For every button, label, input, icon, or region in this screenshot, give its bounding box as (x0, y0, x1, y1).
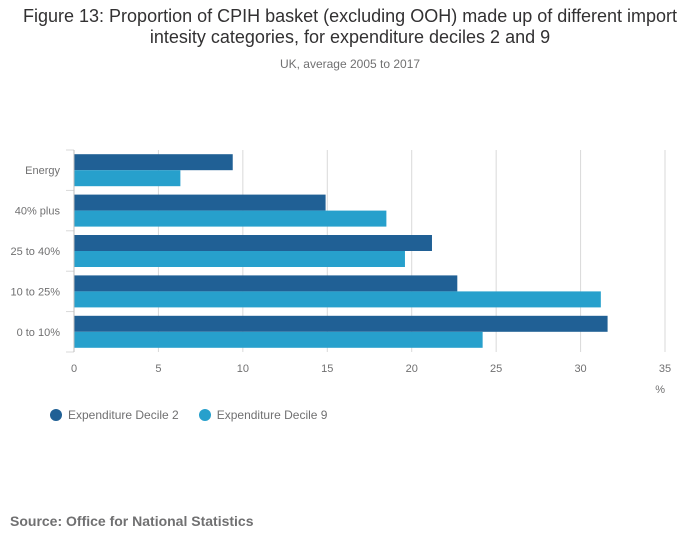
y-category-label: 0 to 10% (17, 327, 61, 339)
bar-decile-2 (74, 235, 432, 251)
bar-decile-9 (74, 251, 405, 267)
y-category-label: 40% plus (15, 206, 61, 218)
chart-subtitle: UK, average 2005 to 2017 (279, 57, 421, 71)
bar-decile-9 (74, 291, 601, 308)
chart-title: Figure 13: Proportion of CPIH basket (ex… (23, 6, 677, 47)
x-tick-label: 35 (659, 363, 671, 375)
x-tick-label: 30 (574, 363, 586, 375)
bar-decile-9 (74, 331, 483, 348)
bar-chart: 0 5 10 15 20 25 30 35% Energy 40% plus 25 to 40% 10… (10, 149, 671, 396)
x-tick-label: 15 (321, 363, 333, 375)
source-note: Source: Office for National Statistics (10, 513, 254, 529)
y-category-label: 10 to 25% (10, 286, 60, 298)
bar-decile-9 (74, 170, 181, 187)
legend-label-decile-9: Expenditure Decile 9 (216, 408, 328, 422)
bar-decile-2 (74, 315, 608, 332)
legend-label-decile-2: Expenditure Decile 2 (68, 408, 179, 422)
legend-item-decile-9[interactable]: Expenditure Decile 9 (198, 408, 328, 422)
x-tick-label: 0 (71, 363, 77, 375)
y-category-label: Energy (25, 165, 60, 177)
bar-decile-2 (74, 194, 326, 211)
bar-decile-2 (74, 275, 458, 292)
legend-swatch-decile-2 (50, 409, 62, 421)
x-tick-label: 10 (237, 363, 249, 375)
x-tick-label: 20 (406, 363, 418, 375)
x-axis-label: % (655, 384, 665, 396)
x-tick-label: 25 (490, 363, 502, 375)
bar-decile-9 (74, 210, 387, 227)
x-tick-label: 5 (155, 363, 161, 375)
y-category-label: 25 to 40% (10, 246, 60, 258)
legend: Expenditure Decile 2 Expenditure Decile … (50, 408, 327, 422)
legend-swatch-decile-9 (198, 409, 211, 421)
bar-decile-2 (74, 154, 233, 171)
legend-item-decile-2[interactable]: Expenditure Decile 2 (50, 408, 179, 422)
